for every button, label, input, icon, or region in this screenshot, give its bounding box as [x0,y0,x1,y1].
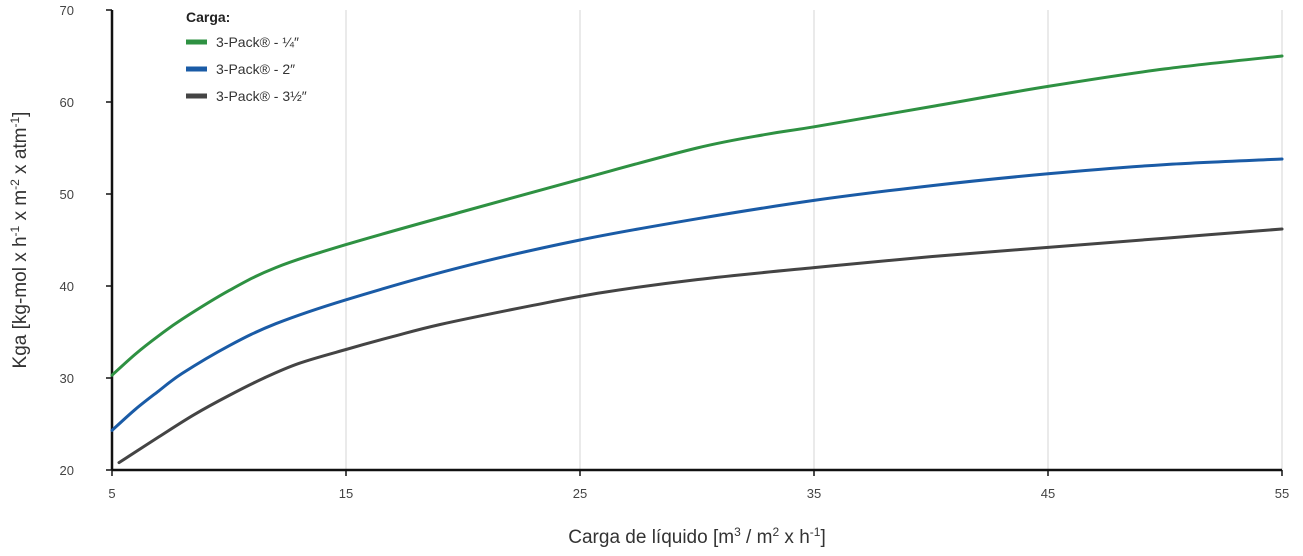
y-tick-label: 50 [60,187,74,202]
x-ticks: 5 15 25 35 45 55 [108,470,1289,501]
series-lines [110,54,1284,465]
x-tick-label: 55 [1275,486,1289,501]
x-tick-label: 15 [339,486,353,501]
y-ticks: 20 30 40 50 60 70 [60,3,112,478]
axes [110,10,1282,472]
y-tick-label: 60 [60,95,74,110]
legend-label: 3-Pack® - 2″ [216,61,295,77]
y-tick-label: 70 [60,3,74,18]
legend-title: Carga: [186,9,230,25]
x-tick-label: 5 [108,486,115,501]
y-tick-label: 40 [60,279,74,294]
series-line [117,227,1284,465]
x-axis-title: Carga de líquido [m3 / m2 x h-1] [568,525,825,548]
x-tick-label: 25 [573,486,587,501]
legend-label: 3-Pack® - ¼″ [216,34,299,50]
x-tick-label: 45 [1041,486,1055,501]
series-line [110,157,1284,432]
legend-label: 3-Pack® - 3½″ [216,88,307,104]
legend: Carga: 3-Pack® - ¼″ 3-Pack® - 2″ 3-Pack® -… [186,9,307,104]
y-axis-title: Kga [kg-mol x h-1 x m-2 x atm-1] [8,112,31,369]
x-tick-label: 35 [807,486,821,501]
y-tick-label: 20 [60,463,74,478]
y-tick-label: 30 [60,371,74,386]
series-line [110,54,1284,377]
